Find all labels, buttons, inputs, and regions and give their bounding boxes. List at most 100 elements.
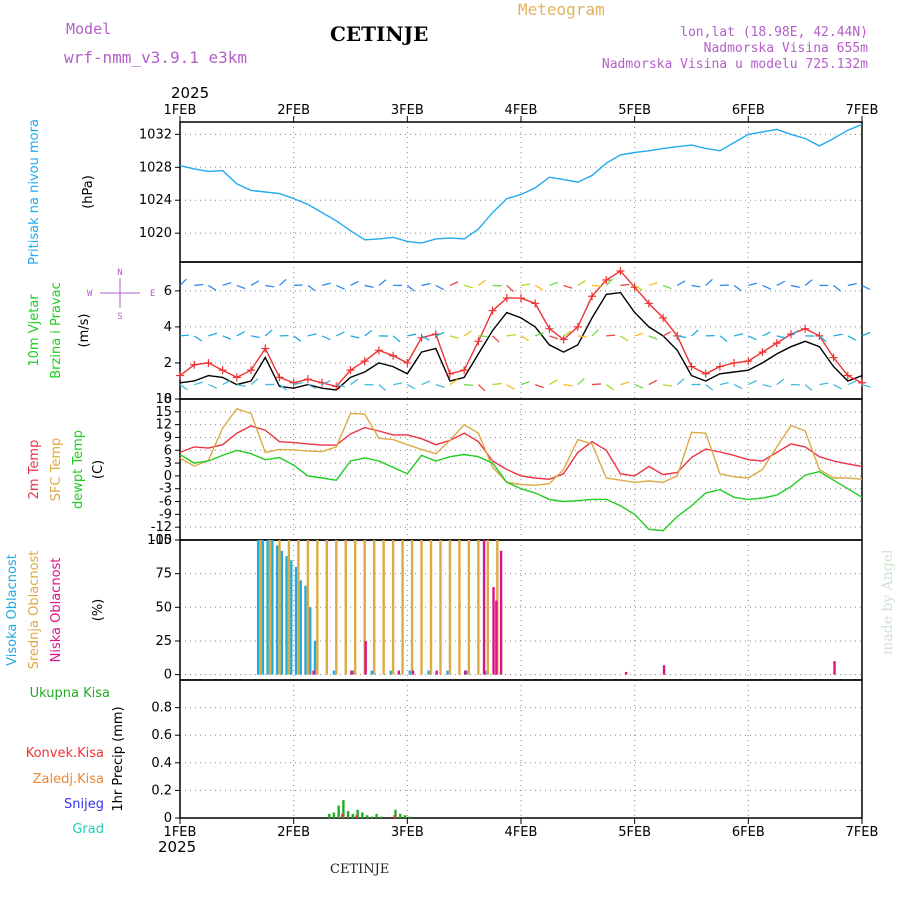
wind-arrow <box>563 330 572 337</box>
wind-arrow <box>350 335 360 339</box>
gust-marker <box>843 371 852 380</box>
y-tick-label: 9 <box>164 430 172 445</box>
y-tick-label: -12 <box>151 520 172 535</box>
wind-arrow <box>605 278 614 286</box>
y-tick-label: -9 <box>159 507 172 522</box>
gust-marker <box>517 294 525 303</box>
y-axis-label: Visoka Oblacnost <box>5 554 20 666</box>
data-bar <box>309 607 312 675</box>
wind-arrow <box>421 335 430 341</box>
wind-arrow <box>506 284 514 292</box>
x-tick-label-bottom: 5FEB <box>618 825 651 840</box>
wind-arrow <box>719 335 728 342</box>
wind-arrow <box>620 381 630 386</box>
data-bar <box>411 670 415 675</box>
station-lonlat: lon,lat (18.98E, 42.44N) <box>680 25 868 40</box>
wind-arrow <box>691 329 699 337</box>
wind-arrow <box>506 334 516 337</box>
year-top: 2025 <box>171 84 210 102</box>
gust-marker <box>730 358 739 367</box>
precip-legend-label: Konvek.Kisa <box>26 746 104 761</box>
wind-arrow <box>705 384 714 391</box>
wind-arrow <box>577 335 587 338</box>
y-tick-label: 1028 <box>139 160 172 175</box>
y-axis-label: 10m Vjetar <box>27 294 42 367</box>
data-bar <box>268 540 272 675</box>
data-bar <box>351 670 355 675</box>
data-bar <box>391 540 395 675</box>
y-tick-label: 1032 <box>139 127 172 142</box>
compass-south: S <box>117 312 122 322</box>
wind-arrow <box>534 332 544 337</box>
wind-arrow <box>464 383 474 387</box>
model-label: Model <box>66 20 112 38</box>
wind-arrow <box>179 334 190 337</box>
wind-arrow <box>293 335 302 342</box>
data-bar <box>356 809 359 818</box>
gust-marker <box>701 369 710 378</box>
year-bottom: 2025 <box>158 838 197 856</box>
wind-arrow <box>648 335 658 340</box>
data-bar <box>403 815 407 818</box>
data-bar <box>275 545 279 675</box>
data-bar <box>389 670 392 675</box>
data-bar <box>266 540 269 675</box>
gust-marker <box>772 339 781 348</box>
x-tick-label-bottom: 1FEB <box>164 825 197 840</box>
wind-arrow <box>662 383 673 387</box>
data-bar <box>448 540 452 675</box>
y-tick-label: 0.4 <box>151 756 172 771</box>
data-bar <box>486 540 490 675</box>
gust-marker <box>218 366 227 375</box>
page-title: CETINJE <box>330 22 429 46</box>
gust-marker <box>858 378 866 387</box>
wind-arrow <box>762 331 771 337</box>
wind-arrow <box>478 335 488 338</box>
wind-arrow <box>208 383 217 389</box>
wind-arrow <box>194 381 204 386</box>
wind-arrow <box>534 383 544 389</box>
data-bar <box>304 585 307 675</box>
data-bar <box>435 670 438 675</box>
model-altitude: Nadmorska Visina u modelu 725.132m <box>601 57 868 72</box>
data-bar <box>278 540 281 675</box>
wind-arrow <box>407 384 416 390</box>
wind-arrow <box>350 280 359 287</box>
wind-arrow <box>492 335 500 343</box>
data-bar <box>662 665 666 675</box>
y-axis-label: Niska Oblacnost <box>49 558 64 663</box>
wind-arrow <box>861 331 871 337</box>
wind-arrow <box>577 377 585 386</box>
data-bar <box>261 540 265 675</box>
wind-arrow <box>577 279 586 286</box>
gust-marker <box>190 360 199 369</box>
data-bar <box>408 816 411 818</box>
data-bar <box>306 540 310 675</box>
x-tick-label-top: 2FEB <box>277 103 310 118</box>
data-bar <box>401 540 404 675</box>
data-bar <box>335 540 338 675</box>
wind-arrow <box>534 284 544 291</box>
panel-precip: 0 0.2 0.4 0.6 0.8 Ukupna Kisa Konvek.Kisa Zaled… <box>26 679 863 837</box>
y-tick-label: -6 <box>159 495 172 510</box>
gust-marker <box>829 353 838 362</box>
compass-west: W <box>87 289 93 299</box>
y-tick-label: -3 <box>159 482 172 497</box>
wind-arrow <box>392 335 401 343</box>
wind-arrow <box>733 383 743 390</box>
wind-arrow <box>804 279 813 286</box>
y-tick-label: 2 <box>164 356 172 371</box>
data-bar <box>355 815 358 818</box>
gust-marker <box>744 357 753 366</box>
wind-arrow <box>549 379 558 386</box>
gust-marker <box>659 313 668 322</box>
wind-arrow <box>236 330 246 337</box>
gust-marker <box>644 299 653 308</box>
data-bar <box>420 540 423 675</box>
data-bar <box>256 540 260 675</box>
wind-arrow <box>279 278 287 286</box>
wind-arrow <box>861 284 871 291</box>
y-axis-label: 2m Temp <box>27 440 42 500</box>
gust-marker <box>460 366 469 375</box>
